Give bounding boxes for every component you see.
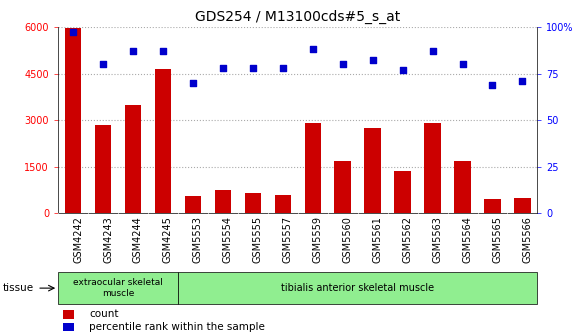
Text: GSM5554: GSM5554 — [223, 216, 233, 263]
Text: GSM5559: GSM5559 — [313, 216, 322, 263]
Bar — [155, 69, 171, 213]
Bar — [185, 196, 201, 213]
Text: GSM4243: GSM4243 — [103, 216, 113, 263]
Text: GSM4242: GSM4242 — [73, 216, 83, 263]
Bar — [424, 123, 441, 213]
Bar — [335, 161, 351, 213]
Point — [98, 61, 107, 67]
Text: extraocular skeletal
muscle: extraocular skeletal muscle — [73, 279, 163, 298]
Bar — [454, 161, 471, 213]
Bar — [95, 125, 112, 213]
Text: GSM5563: GSM5563 — [433, 216, 443, 263]
Text: GSM5553: GSM5553 — [193, 216, 203, 263]
Bar — [275, 195, 291, 213]
Point — [518, 78, 527, 84]
Text: GSM5555: GSM5555 — [253, 216, 263, 263]
Bar — [58, 272, 178, 304]
Point — [458, 61, 467, 67]
Bar — [364, 128, 381, 213]
Point — [368, 58, 377, 63]
Bar — [304, 123, 321, 213]
Text: count: count — [89, 309, 119, 320]
Bar — [65, 29, 81, 213]
Point — [128, 48, 138, 54]
Text: GSM5565: GSM5565 — [493, 216, 503, 263]
Point — [69, 30, 78, 35]
Bar — [214, 190, 231, 213]
Bar — [63, 310, 74, 319]
Bar — [178, 272, 537, 304]
Text: GSM5557: GSM5557 — [283, 216, 293, 263]
Title: GDS254 / M13100cds#5_s_at: GDS254 / M13100cds#5_s_at — [195, 10, 400, 25]
Text: GSM5561: GSM5561 — [372, 216, 383, 263]
Bar — [63, 323, 74, 331]
Text: tissue: tissue — [3, 283, 34, 293]
Point — [218, 65, 228, 71]
Text: percentile rank within the sample: percentile rank within the sample — [89, 322, 265, 332]
Text: GSM5566: GSM5566 — [522, 216, 532, 263]
Point — [428, 48, 437, 54]
Bar — [394, 171, 411, 213]
Text: GSM4245: GSM4245 — [163, 216, 173, 263]
Point — [158, 48, 167, 54]
Bar — [514, 198, 530, 213]
Text: GSM5560: GSM5560 — [343, 216, 353, 263]
Text: GSM5562: GSM5562 — [403, 216, 413, 263]
Point — [338, 61, 347, 67]
Bar — [245, 193, 261, 213]
Point — [488, 82, 497, 87]
Text: GSM4244: GSM4244 — [133, 216, 143, 263]
Point — [308, 47, 317, 52]
Point — [248, 65, 257, 71]
Text: GSM5564: GSM5564 — [462, 216, 472, 263]
Point — [398, 67, 407, 73]
Point — [278, 65, 288, 71]
Text: tibialis anterior skeletal muscle: tibialis anterior skeletal muscle — [281, 283, 434, 293]
Bar — [125, 104, 141, 213]
Bar — [484, 199, 501, 213]
Point — [188, 80, 198, 85]
